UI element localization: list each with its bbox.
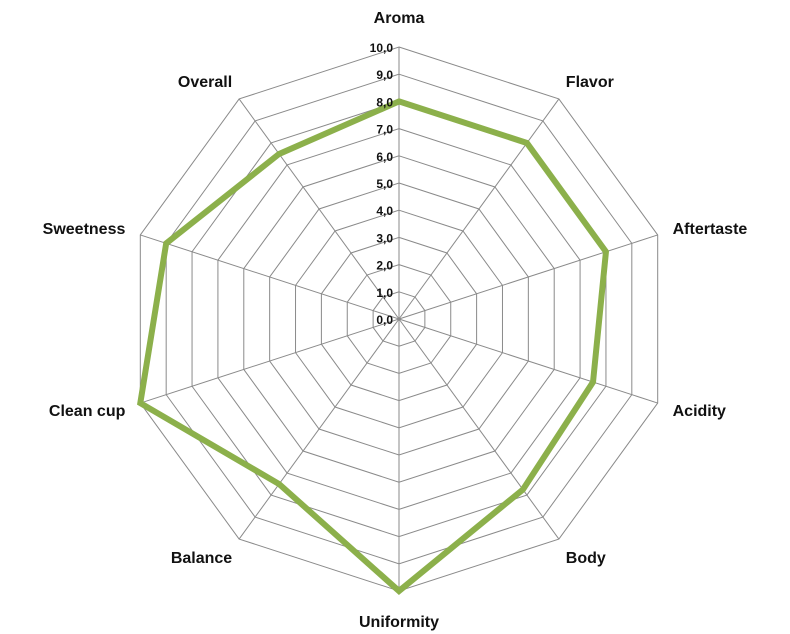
spoke-sweetness — [140, 234, 400, 320]
spoke-clean-cup — [140, 318, 400, 404]
tick-label: 0,0 — [376, 313, 393, 327]
tick-label: 3,0 — [376, 231, 393, 245]
spoke-acidity — [398, 318, 658, 404]
tick-labels: 0,0 1,0 2,0 3,0 4,0 5,0 6,0 7,0 8,0 9,0 10,0 — [370, 41, 394, 327]
category-label-overall: Overall — [178, 74, 232, 91]
category-label-sweetness: Sweetness — [43, 221, 126, 238]
tick-label: 2,0 — [376, 259, 393, 273]
series-line-0 — [137, 98, 610, 595]
grid-layer — [139, 46, 659, 592]
category-label-clean-cup: Clean cup — [49, 403, 126, 420]
tick-label: 4,0 — [376, 204, 393, 218]
category-label-aroma: Aroma — [374, 10, 425, 27]
tick-label: 6,0 — [376, 150, 393, 164]
tick-label: 9,0 — [376, 68, 393, 82]
tick-label: 10,0 — [370, 41, 394, 55]
category-label-body: Body — [566, 550, 606, 567]
tick-label: 7,0 — [376, 123, 393, 137]
category-label-aftertaste: Aftertaste — [673, 221, 748, 238]
category-label-uniformity: Uniformity — [359, 614, 439, 631]
spoke-overall — [238, 98, 400, 320]
spoke-aftertaste — [398, 234, 658, 320]
tick-label: 8,0 — [376, 95, 393, 109]
spoke-body — [398, 318, 560, 540]
tick-label: 1,0 — [376, 286, 393, 300]
series-layer — [137, 98, 610, 595]
category-label-acidity: Acidity — [673, 403, 726, 420]
tick-label: 5,0 — [376, 177, 393, 191]
category-label-balance: Balance — [171, 550, 232, 567]
category-label-flavor: Flavor — [566, 74, 614, 91]
spoke-balance — [238, 318, 400, 540]
spoke-flavor — [398, 98, 560, 320]
category-labels: Aroma Flavor Aftertaste Acidity Body Uniformi… — [43, 10, 748, 631]
